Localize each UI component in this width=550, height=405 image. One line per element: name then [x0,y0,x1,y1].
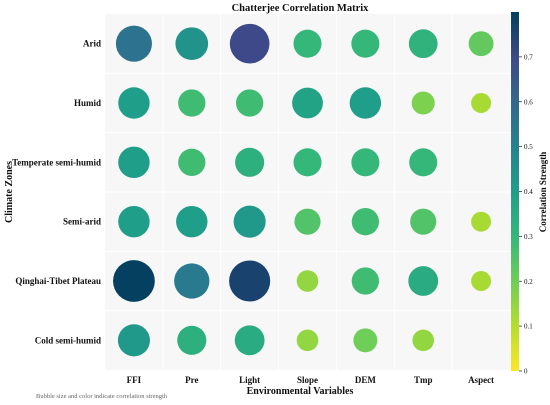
bubble-temperate-semi-humid-pre [178,148,206,176]
y-tick-labels: Arid Humid Temperate semi-humid Semi-arid Qi… [12,39,101,346]
bubble-semi-arid-tmp [410,208,437,235]
bubble-arid-ffi [115,25,152,62]
bubble-humid-ffi [118,87,150,119]
bubble-cold-semi-humid-light [234,325,265,356]
colorbar-tick-label: 0.5 [524,143,533,151]
bubble-arid-light [229,23,270,64]
x-tick-labels: FFI Pre Light Slope DEM Tmp Aspect [127,375,494,385]
x-tick-label: Tmp [414,375,433,385]
x-tick-label: DEM [355,375,377,385]
bubble-cold-semi-humid-pre [177,325,207,355]
x-tick-label: Slope [297,375,318,385]
y-tick-label: Temperate semi-humid [12,157,101,167]
bubble-arid-dem [351,29,380,58]
bubble-temperate-semi-humid-tmp [409,148,438,177]
colorbar: 0 0.1 0.2 0.3 0.4 0.5 0.6 0.7 Correlation Stren… [511,12,548,376]
bubbles [113,23,494,357]
bubble-cold-semi-humid-ffi [117,324,150,357]
y-tick-label: Humid [74,98,101,108]
bubble-semi-arid-light [233,205,266,238]
bubble-humid-slope [292,87,323,119]
bubble-temperate-semi-humid-ffi [118,146,150,179]
colorbar-tick-label: 0.1 [524,323,533,331]
colorbar-tick-label: 0.7 [524,53,533,61]
colorbar-label: Correlation Strength [538,152,548,232]
bubble-qinghai-tibet-plateau-tmp [408,266,439,296]
footnote: Bubble size and color indicate correlati… [36,393,168,400]
bubble-arid-aspect [468,31,494,57]
bubble-semi-arid-pre [176,205,208,238]
bubble-semi-arid-ffi [118,205,150,238]
bubble-qinghai-tibet-plateau-slope [296,270,319,292]
y-tick-label: Cold semi-humid [35,335,101,345]
colorbar-tick-label: 0.4 [524,188,533,196]
bubble-qinghai-tibet-plateau-pre [174,263,210,299]
bubble-humid-light [235,89,264,117]
bubble-semi-arid-aspect [471,211,492,232]
bubble-humid-tmp [411,91,435,115]
x-tick-label: Pre [185,375,198,385]
y-tick-label: Semi-arid [63,217,101,227]
bubble-arid-slope [293,29,322,58]
colorbar-tick-label: 0.6 [524,98,533,106]
x-tick-label: FFI [127,375,142,385]
colorbar-tick-label: 0.2 [524,278,533,286]
bubble-arid-pre [175,27,209,61]
colorbar-tick-label: 0 [524,368,528,376]
y-tick-label: Arid [83,39,101,49]
bubble-qinghai-tibet-plateau-aspect [471,271,492,291]
bubble-cold-semi-humid-slope [296,329,319,352]
bubble-humid-pre [178,89,206,117]
bubble-arid-tmp [408,29,438,59]
colorbar-ticks: 0 0.1 0.2 0.3 0.4 0.5 0.6 0.7 [519,53,533,376]
bubble-temperate-semi-humid-slope [293,148,322,177]
bubble-humid-dem [349,87,382,119]
bubble-qinghai-tibet-plateau-light [229,260,271,302]
y-tick-label: Qinghai-Tibet Plateau [15,276,101,286]
bubble-humid-aspect [471,93,492,113]
chart-title: Chatterjee Correlation Matrix [232,3,370,14]
x-tick-label: Light [239,375,260,385]
bubble-cold-semi-humid-dem [353,328,378,353]
x-tick-label: Aspect [468,375,494,385]
bubble-qinghai-tibet-plateau-ffi [113,260,155,302]
y-axis-label: Climate Zones [4,161,15,223]
bubble-semi-arid-dem [351,208,380,236]
bubble-semi-arid-slope [294,208,321,235]
colorbar-tick-label: 0.3 [524,233,533,241]
bubble-temperate-semi-humid-light [235,147,265,177]
gridlines [105,14,510,370]
bubble-cold-semi-humid-tmp [412,329,435,352]
bubble-temperate-semi-humid-dem [351,148,380,177]
colorbar-gradient [511,12,519,371]
x-axis-label: Environmental Variables [247,386,354,397]
bubble-qinghai-tibet-plateau-dem [351,267,380,295]
